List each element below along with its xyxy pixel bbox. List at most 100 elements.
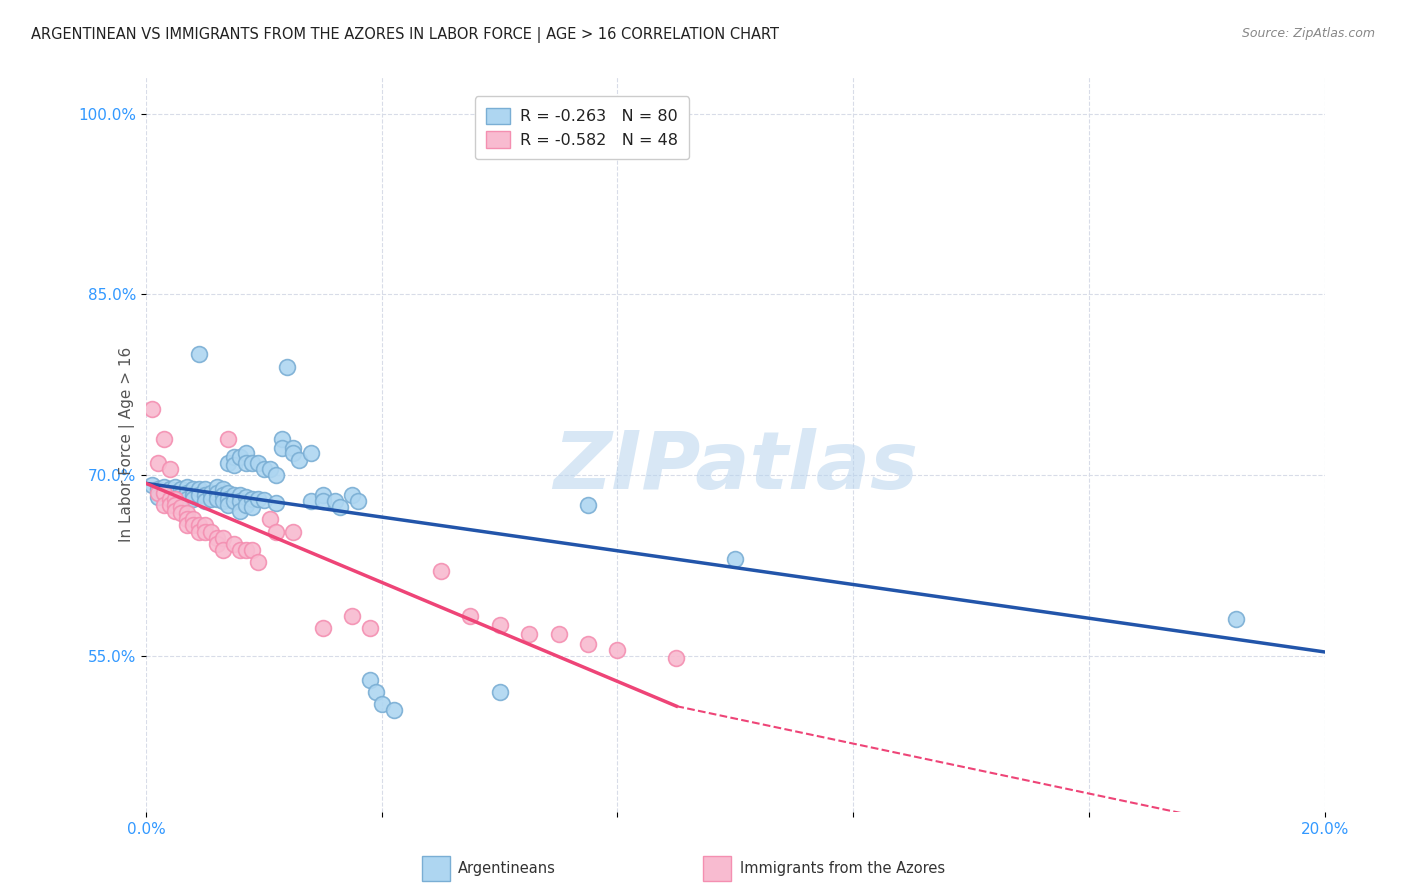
Point [1225, 612, 1247, 626]
Point [235, 542, 257, 557]
Point [342, 488, 364, 502]
Point [264, 495, 287, 509]
Point [517, 627, 540, 641]
Point [146, 486, 169, 500]
Point [200, 486, 222, 500]
Point [312, 488, 335, 502]
Point [205, 531, 228, 545]
Point [283, 446, 305, 460]
Point [235, 456, 257, 470]
Point [299, 446, 322, 460]
Point [224, 450, 246, 464]
Point [370, 697, 392, 711]
Point [240, 491, 263, 506]
Text: ZIPatlas: ZIPatlas [553, 428, 918, 506]
Point [188, 483, 211, 497]
Point [141, 477, 163, 491]
Point [724, 552, 747, 566]
Point [488, 684, 510, 698]
Point [235, 490, 257, 504]
Point [205, 536, 228, 550]
Point [312, 621, 335, 635]
Point [188, 524, 211, 539]
Point [224, 536, 246, 550]
Point [224, 458, 246, 473]
Point [176, 480, 198, 494]
Point [165, 491, 187, 506]
Point [194, 524, 217, 539]
Point [283, 524, 305, 539]
Point [229, 542, 252, 557]
Point [359, 673, 381, 687]
Point [205, 486, 228, 500]
Point [159, 462, 181, 476]
Point [576, 636, 599, 650]
Point [488, 618, 510, 632]
Point [159, 498, 181, 512]
Point [218, 498, 240, 512]
Point [152, 432, 174, 446]
Point [181, 483, 204, 497]
Point [152, 480, 174, 494]
Point [347, 494, 370, 508]
Point [253, 462, 276, 476]
Point [288, 453, 311, 467]
Point [229, 488, 252, 502]
Point [235, 446, 257, 460]
Point [170, 483, 193, 497]
Point [176, 507, 198, 521]
Point [194, 483, 217, 497]
Point [246, 555, 269, 569]
Point [312, 494, 335, 508]
Point [200, 524, 222, 539]
Point [211, 488, 233, 502]
Point [165, 486, 187, 500]
Point [240, 500, 263, 515]
Point [270, 432, 292, 446]
Point [283, 442, 305, 456]
Point [188, 347, 211, 361]
Point [205, 491, 228, 506]
Point [170, 507, 193, 521]
Point [188, 488, 211, 502]
Point [359, 621, 381, 635]
Point [194, 488, 217, 502]
Point [200, 491, 222, 506]
Point [224, 488, 246, 502]
Point [159, 491, 181, 506]
Point [211, 542, 233, 557]
Point [606, 642, 628, 657]
Point [170, 500, 193, 515]
Point [229, 494, 252, 508]
Point [159, 483, 181, 497]
Point [205, 480, 228, 494]
Point [259, 512, 281, 526]
Point [382, 703, 405, 717]
Point [188, 518, 211, 533]
Point [211, 483, 233, 497]
Point [176, 491, 198, 506]
Y-axis label: In Labor Force | Age > 16: In Labor Force | Age > 16 [120, 347, 135, 542]
Point [211, 494, 233, 508]
Point [246, 456, 269, 470]
Point [429, 564, 451, 578]
Point [218, 486, 240, 500]
Point [170, 491, 193, 506]
Point [181, 491, 204, 506]
Point [276, 359, 298, 374]
Point [152, 486, 174, 500]
Text: Argentineans: Argentineans [458, 862, 557, 876]
Point [211, 531, 233, 545]
Point [229, 450, 252, 464]
Point [342, 608, 364, 623]
Point [141, 401, 163, 416]
Point [299, 494, 322, 508]
Point [159, 490, 181, 504]
Point [152, 486, 174, 500]
Point [165, 480, 187, 494]
Point [218, 456, 240, 470]
Point [146, 490, 169, 504]
Point [240, 456, 263, 470]
Point [146, 483, 169, 497]
Point [264, 467, 287, 482]
